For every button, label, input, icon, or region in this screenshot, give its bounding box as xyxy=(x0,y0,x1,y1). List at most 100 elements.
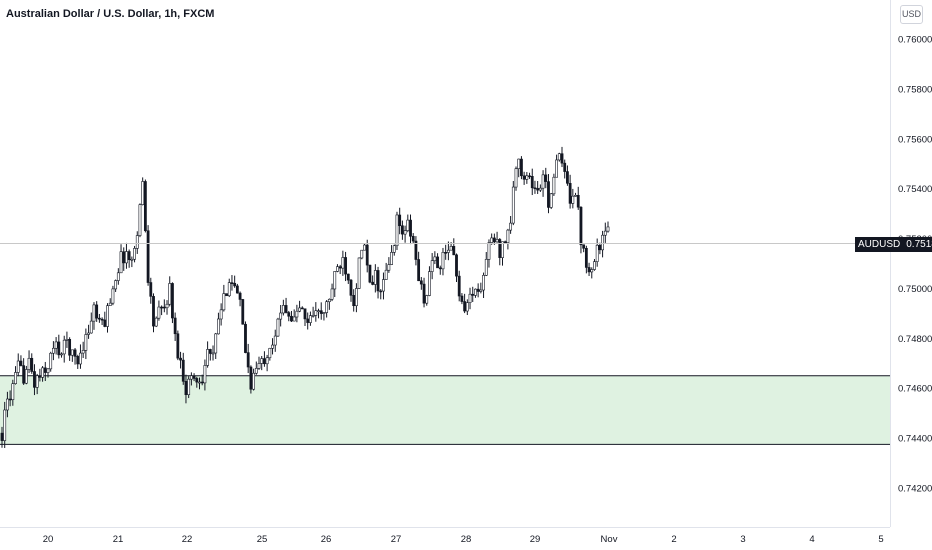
candle xyxy=(549,192,553,210)
candle xyxy=(192,373,196,382)
candle-body xyxy=(179,357,182,361)
candle xyxy=(11,379,15,406)
candle xyxy=(279,305,283,327)
candle xyxy=(484,252,488,277)
candle xyxy=(463,293,467,314)
candle-body xyxy=(501,241,504,258)
candle-body xyxy=(38,375,42,378)
candle-body xyxy=(376,270,380,292)
candle xyxy=(260,355,264,371)
candle-body xyxy=(438,267,442,270)
candle-body xyxy=(108,302,112,306)
candle xyxy=(517,158,521,178)
candle-body xyxy=(368,264,372,283)
candle xyxy=(81,341,85,359)
candle xyxy=(60,352,63,358)
candle xyxy=(95,301,99,322)
y-tick-label: 0.75800 xyxy=(898,84,932,95)
candle-body xyxy=(484,259,488,276)
candle xyxy=(138,203,142,238)
candle-body xyxy=(549,193,553,208)
price-axis[interactable]: 0.742000.744000.746000.748000.750000.752… xyxy=(898,35,932,495)
candle xyxy=(568,174,572,209)
candle xyxy=(35,373,39,395)
symbol-title[interactable]: Australian Dollar / U.S. Dollar, 1h, FXC… xyxy=(6,8,215,20)
candle xyxy=(438,265,442,275)
candle xyxy=(536,181,540,194)
candle xyxy=(227,278,231,298)
candle-body xyxy=(403,230,407,235)
candle-body xyxy=(300,307,304,310)
candle xyxy=(406,214,410,233)
candle xyxy=(498,238,502,266)
candle xyxy=(54,337,58,355)
candle xyxy=(584,245,588,274)
candle xyxy=(125,242,128,269)
candle xyxy=(422,277,426,308)
candle-body xyxy=(579,206,583,246)
candle xyxy=(311,306,315,318)
y-tick-label: 0.74400 xyxy=(898,434,932,445)
candle xyxy=(411,233,415,244)
candle-body xyxy=(422,283,426,304)
candle-body xyxy=(319,310,323,314)
candle-body xyxy=(238,292,242,300)
candle-body xyxy=(517,158,521,169)
candle-body xyxy=(395,214,399,247)
candle-body xyxy=(365,244,369,266)
candle-body xyxy=(330,288,334,300)
x-tick-label: 2 xyxy=(671,534,676,545)
candle-body xyxy=(452,246,456,256)
candle-body xyxy=(430,260,434,272)
candle xyxy=(268,347,272,361)
candle-body xyxy=(306,318,310,323)
candle-body xyxy=(290,315,293,322)
candle xyxy=(300,306,304,310)
candle-body xyxy=(568,183,572,204)
candle xyxy=(414,236,418,266)
candle xyxy=(495,231,499,243)
candle-body xyxy=(149,282,153,297)
candle-body xyxy=(582,244,586,249)
candle-body xyxy=(87,332,90,335)
candle-body xyxy=(344,257,347,275)
candle-body xyxy=(68,339,72,356)
candle xyxy=(357,257,361,290)
candle-body xyxy=(181,359,185,382)
candle-body xyxy=(198,381,201,384)
candle-body xyxy=(119,251,123,274)
candle-body xyxy=(322,312,326,314)
candle xyxy=(179,351,182,369)
candle xyxy=(265,354,269,372)
candle xyxy=(276,317,280,337)
candle xyxy=(373,264,377,293)
candle xyxy=(171,282,174,324)
candle xyxy=(433,251,437,265)
candle-body xyxy=(241,299,245,325)
candle-body xyxy=(593,261,596,270)
candle-body xyxy=(587,267,591,273)
currency-button[interactable]: USD xyxy=(900,5,923,24)
candle-body xyxy=(338,266,342,269)
candle-body xyxy=(225,293,228,297)
candle-body xyxy=(208,349,212,354)
candle-body xyxy=(73,349,77,357)
candle-body xyxy=(133,248,136,260)
candle xyxy=(273,329,277,352)
candle xyxy=(317,308,320,319)
candle-body xyxy=(249,366,253,390)
time-axis[interactable]: 20 21 22 25 26 27 28 29 Nov 2 3 4 5 xyxy=(43,534,884,545)
candle-body xyxy=(468,293,472,303)
candle xyxy=(598,242,602,255)
candle xyxy=(162,299,166,313)
x-tick-label: 21 xyxy=(113,534,124,545)
candle-body xyxy=(390,252,393,265)
candle-body xyxy=(271,344,274,349)
candle xyxy=(173,312,177,341)
candle-body xyxy=(387,264,391,271)
candle-body xyxy=(574,194,577,197)
candle-body xyxy=(341,257,345,269)
candle-body xyxy=(81,350,85,354)
candle-body xyxy=(352,295,356,307)
